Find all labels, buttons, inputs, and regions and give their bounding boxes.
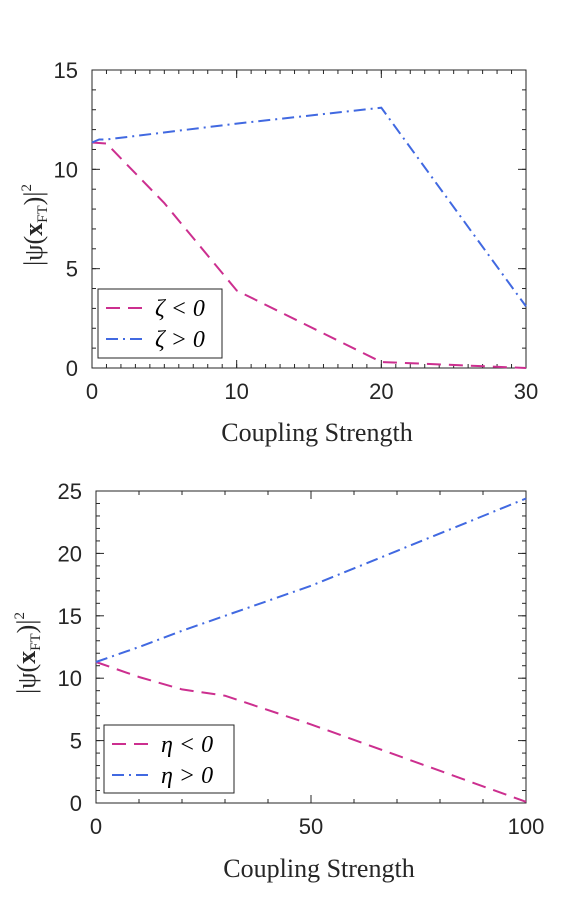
y-axis-label: |ψ(xFT)|2 xyxy=(19,184,51,266)
y-axis-label-close: )| xyxy=(19,191,48,205)
x-tick-label: 10 xyxy=(224,379,248,404)
x-tick-label: 50 xyxy=(299,814,323,839)
y-tick-label: 20 xyxy=(58,541,82,566)
y-axis-label-open: |ψ( xyxy=(19,236,48,266)
legend: η < 0 η > 0 xyxy=(103,724,235,794)
series-line-2 xyxy=(91,106,527,307)
x-axis-label: Coupling Strength xyxy=(221,418,412,447)
legend-box xyxy=(97,288,223,359)
legend-label-1: ζ < 0 xyxy=(155,296,205,322)
legend-label-1: η < 0 xyxy=(161,732,213,758)
y-axis-label-subscript: FT xyxy=(28,633,44,651)
y-tick-label: 25 xyxy=(58,479,82,504)
y-tick-label: 10 xyxy=(54,157,78,182)
legend-label-2: η > 0 xyxy=(161,763,213,789)
series-line-1 xyxy=(91,141,527,369)
y-tick-label: 0 xyxy=(66,356,78,381)
x-tick-label: 100 xyxy=(508,814,545,839)
y-tick-label: 5 xyxy=(70,729,82,754)
legend: ζ < 0 ζ > 0 xyxy=(97,288,223,359)
y-axis-label: |ψ(xFT)|2 xyxy=(12,612,44,694)
y-axis-label-close: )| xyxy=(12,619,41,633)
chart-panel-1: 0 10 20 30 0 5 10 15 Coupling Strength |ψ(xFT)|2 ζ… xyxy=(19,58,538,447)
y-tick-label: 0 xyxy=(70,791,82,816)
y-axis-label-superscript: 2 xyxy=(19,184,35,192)
x-tick-label: 30 xyxy=(514,379,538,404)
legend-label-2: ζ > 0 xyxy=(155,327,205,353)
chart-panel-2: 0 50 100 0 5 10 15 20 25 Coupling Strength |ψ(xFT)… xyxy=(12,479,544,883)
x-tick-label: 0 xyxy=(86,379,98,404)
y-tick-label: 5 xyxy=(66,257,78,282)
x-axis-label: Coupling Strength xyxy=(223,854,414,883)
y-axis-label-vector: x xyxy=(12,651,41,664)
y-axis-label-superscript: 2 xyxy=(12,612,28,620)
y-axis-label-subscript: FT xyxy=(35,205,51,223)
series-line-2 xyxy=(95,497,527,663)
series-line-1 xyxy=(95,661,527,803)
y-axis-label-vector: x xyxy=(19,223,48,236)
y-tick-label: 15 xyxy=(54,58,78,83)
legend-box xyxy=(103,724,235,794)
x-tick-label: 0 xyxy=(90,814,102,839)
y-axis-label-open: |ψ( xyxy=(12,664,41,694)
y-tick-label: 15 xyxy=(58,604,82,629)
y-tick-label: 10 xyxy=(58,666,82,691)
x-tick-label: 20 xyxy=(369,379,393,404)
